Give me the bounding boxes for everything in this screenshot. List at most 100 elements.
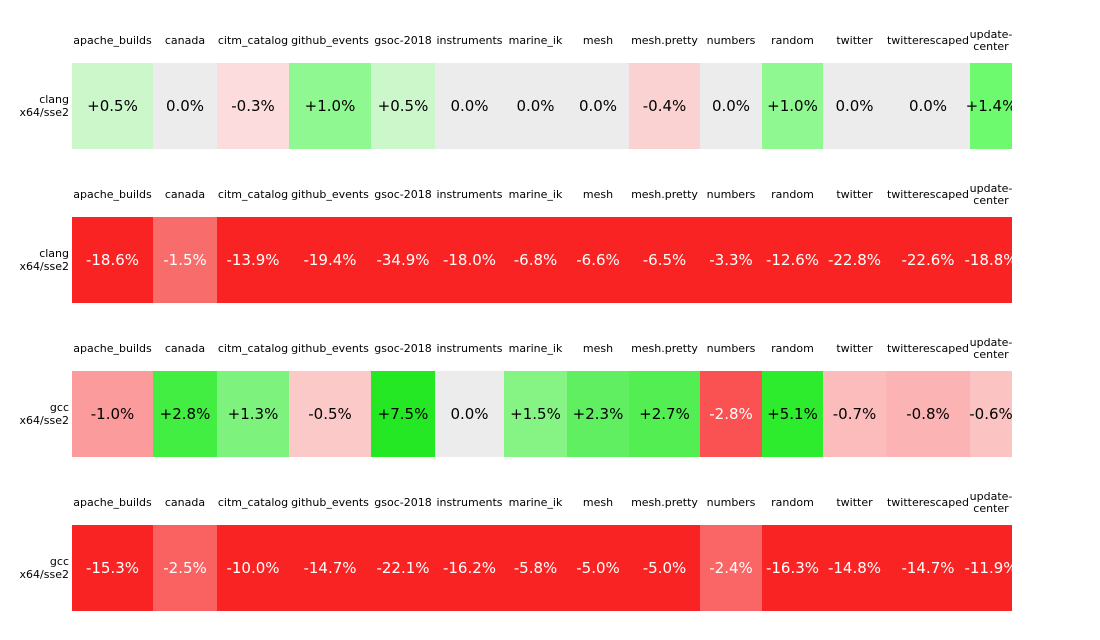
heatmap-cell: -10.0% [217, 525, 289, 611]
column-header-label: center [973, 40, 1009, 53]
column-header: marine_ik [504, 496, 567, 510]
heatmap-cell-value: -18.8% [964, 251, 1012, 269]
column-header-label: random [771, 341, 814, 355]
column-header-label: numbers [706, 33, 756, 47]
column-header: github_events [289, 341, 371, 356]
row-label-line: x64/sse2 [19, 568, 69, 581]
column-header-label: apache_builds [73, 341, 152, 355]
heatmap-cell-value: +2.3% [572, 405, 624, 423]
heatmap-cell: +1.0% [762, 63, 823, 149]
column-header: twitter [823, 188, 886, 202]
heatmap-cell-value: -18.0% [442, 251, 497, 269]
column-header: twitterescaped [886, 188, 970, 202]
heatmap-cell-value: -2.8% [709, 405, 753, 423]
heatmap-cell-value: -0.4% [642, 97, 687, 115]
column-header-label: gsoc-2018 [374, 187, 432, 201]
column-header-label: mesh [582, 187, 614, 201]
column-header: mesh [567, 187, 629, 202]
column-header: marine_ik [504, 187, 567, 202]
heatmap-cell-value: -18.6% [85, 251, 140, 269]
heatmap-cell: 0.0% [435, 63, 504, 149]
column-header-label: apache_builds [73, 33, 152, 47]
column-header-label: canada [164, 495, 206, 509]
column-header-label: citm_catalog [217, 495, 289, 509]
heatmap-cell-value: -14.7% [303, 559, 357, 577]
heatmap-cell-value: -14.8% [827, 559, 882, 577]
heatmap-cell-value: -2.4% [709, 559, 753, 577]
heatmap-cell-value: 0.0% [516, 97, 555, 115]
heatmap-cell: -18.0% [435, 217, 504, 303]
column-header-label: update- [969, 489, 1012, 503]
heatmap-cell-value: -22.1% [376, 559, 430, 577]
heatmap-cell-value: -0.7% [832, 405, 877, 423]
column-header-label: twitter [836, 33, 873, 47]
column-header: update-center [969, 27, 1012, 54]
column-header-label: marine_ik [508, 33, 563, 47]
row-label: gcc x64/sse2 [0, 525, 72, 611]
heatmap-cell: -14.7% [289, 525, 371, 611]
heatmap-cell: 0.0% [504, 63, 567, 149]
heatmap-cell-value: +1.0% [767, 97, 818, 115]
column-header-label: mesh.pretty [631, 341, 698, 355]
column-header-label: numbers [706, 187, 756, 201]
heatmap-cell-value: -5.0% [576, 559, 620, 577]
column-header: gsoc-2018 [371, 34, 435, 48]
heatmap-cell: -5.8% [504, 525, 567, 611]
heatmap-cell: -16.3% [762, 525, 823, 611]
column-header-label: center [973, 348, 1009, 361]
column-header-label: mesh [582, 341, 614, 355]
column-header-label: random [771, 187, 814, 201]
column-header: gsoc-2018 [371, 496, 435, 510]
heatmap-value-row: clang x64/sse2 +0.5% 0.0% -0.3% +1.0% +0.5% 0.0… [0, 63, 1012, 149]
column-header-label: mesh [582, 495, 614, 509]
heatmap-cell: -0.3% [217, 63, 289, 149]
heatmap-cell-value: -34.9% [376, 251, 430, 269]
column-header-label: citm_catalog [217, 187, 289, 201]
heatmap-block: apache_builds canada citm_catalog github_ev… [0, 28, 1012, 149]
heatmap-cell: -1.0% [72, 371, 153, 457]
heatmap-cell-value: 0.0% [165, 97, 205, 115]
heatmap-cell: -0.8% [886, 371, 970, 457]
column-header: canada [153, 342, 217, 356]
heatmap-cell-value: 0.0% [450, 405, 489, 423]
column-header: random [762, 34, 823, 48]
column-header: mesh.pretty [629, 341, 700, 356]
column-header: canada [153, 188, 217, 202]
heatmap-cell: +2.3% [567, 371, 629, 457]
column-header: instruments [435, 496, 504, 510]
heatmap-cell: 0.0% [567, 63, 629, 149]
column-header: apache_builds [72, 341, 153, 356]
column-header: apache_builds [72, 33, 153, 48]
row-label-line: gcc [49, 401, 69, 414]
heatmap-cell: -22.8% [823, 217, 886, 303]
heatmap-cell: -11.9% [964, 525, 1012, 611]
heatmap-cell: +2.8% [153, 371, 217, 457]
heatmap-blocks: apache_builds canada citm_catalog github_ev… [0, 28, 1012, 611]
column-header-label: twitterescaped [886, 341, 970, 355]
column-header-label: update- [969, 27, 1012, 41]
heatmap-cell-value: -6.6% [576, 251, 620, 269]
heatmap-cell-value: -1.0% [90, 405, 135, 423]
column-header: instruments [435, 342, 504, 356]
column-header: citm_catalog [217, 495, 289, 510]
heatmap-cell-value: +0.5% [377, 97, 429, 115]
heatmap-cell: -3.3% [700, 217, 762, 303]
heatmap-cell-value: -15.3% [85, 559, 140, 577]
column-header: apache_builds [72, 188, 153, 202]
column-header-row: apache_builds canada citm_catalog github_ev… [0, 182, 1012, 208]
column-header: marine_ik [504, 342, 567, 356]
column-header: update-center [969, 489, 1012, 516]
heatmap-cell-value: +1.3% [227, 405, 279, 423]
column-header: twitter [823, 33, 886, 48]
column-header-label: marine_ik [508, 187, 563, 201]
row-label-line: gcc [49, 555, 69, 568]
heatmap-cell: 0.0% [153, 63, 217, 149]
column-header: instruments [435, 34, 504, 48]
column-header-label: github_events [291, 341, 369, 355]
column-header: canada [153, 34, 217, 48]
heatmap-cell-value: -16.3% [765, 559, 820, 577]
heatmap-cell: -1.5% [153, 217, 217, 303]
column-header: random [762, 187, 823, 202]
column-header: mesh.pretty [629, 496, 700, 510]
column-header: twitterescaped [886, 34, 970, 48]
